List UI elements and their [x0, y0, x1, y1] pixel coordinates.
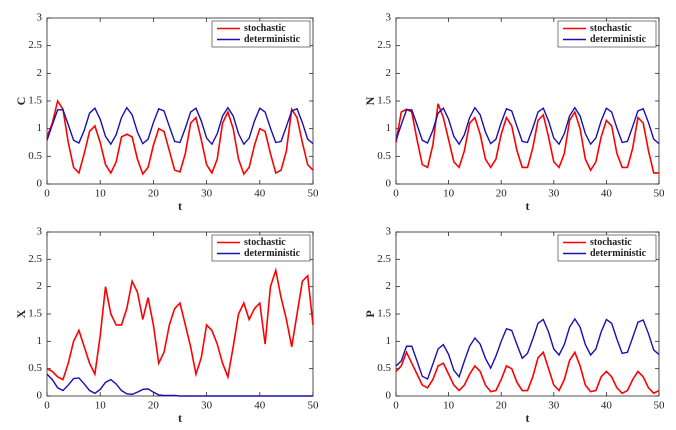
series-line — [395, 103, 659, 174]
x-tick-label: 20 — [148, 400, 160, 412]
x-tick-label: 40 — [254, 188, 266, 200]
x-tick-label: 30 — [548, 400, 560, 412]
y-tick-label: 3 — [37, 226, 43, 238]
y-tick-label: 0 — [37, 178, 43, 190]
x-tick-label: 0 — [44, 400, 50, 412]
x-tick-label: 40 — [601, 188, 613, 200]
series-line — [395, 106, 660, 146]
y-tick-label: 2 — [37, 280, 43, 292]
y-tick-label: 2 — [386, 280, 392, 292]
y-tick-label: 3 — [386, 12, 392, 24]
y-tick-label: 2 — [37, 67, 43, 79]
legend-label: deterministic — [590, 34, 647, 45]
series-line — [46, 267, 314, 381]
series-line — [46, 106, 314, 146]
y-tick-label: 1 — [386, 122, 392, 134]
series-line — [46, 98, 314, 176]
legend-label: stochastic — [244, 23, 286, 34]
series-line — [395, 350, 660, 395]
y-tick-label: 0 — [37, 390, 43, 402]
x-tick-label: 10 — [95, 400, 107, 412]
x-tick-label: 0 — [393, 188, 399, 200]
x-tick-label: 50 — [308, 400, 320, 412]
x-tick-label: 50 — [654, 400, 666, 412]
x-tick-label: 30 — [548, 188, 560, 200]
x-tick-label: 50 — [308, 188, 320, 200]
legend-label: deterministic — [590, 248, 647, 259]
legend-label: deterministic — [244, 34, 301, 45]
x-tick-label: 20 — [496, 188, 508, 200]
y-tick-label: 1.5 — [377, 95, 391, 107]
legend-label: stochastic — [590, 23, 632, 34]
x-axis-label: t — [178, 411, 182, 425]
y-tick-label: 3 — [37, 12, 43, 24]
x-tick-label: 50 — [654, 188, 666, 200]
x-tick-label: 20 — [148, 188, 160, 200]
y-tick-label: 0.5 — [377, 150, 391, 162]
y-tick-label: 0 — [386, 390, 392, 402]
y-axis-label: N — [363, 96, 377, 105]
legend-label: stochastic — [590, 237, 632, 248]
legend-box — [211, 20, 311, 48]
x-tick-label: 0 — [393, 400, 399, 412]
y-tick-label: 0 — [386, 178, 392, 190]
x-tick-label: 0 — [44, 188, 50, 200]
legend-label: deterministic — [244, 248, 301, 259]
y-tick-label: 2.5 — [28, 39, 42, 51]
y-axis-label: X — [14, 309, 28, 318]
legend-box — [557, 234, 657, 262]
y-tick-label: 0.5 — [377, 362, 391, 374]
x-tick-label: 10 — [443, 400, 455, 412]
y-tick-label: 1 — [386, 335, 392, 347]
series-line — [46, 373, 313, 397]
x-axis-label: t — [526, 411, 530, 425]
y-tick-label: 0.5 — [28, 362, 42, 374]
y-tick-label: 1.5 — [28, 95, 42, 107]
x-tick-label: 30 — [201, 400, 213, 412]
x-axis-label: t — [526, 199, 530, 213]
y-axis-label: P — [363, 310, 377, 317]
y-tick-label: 2.5 — [377, 39, 391, 51]
x-tick-label: 20 — [496, 400, 508, 412]
y-tick-label: 1.5 — [28, 308, 42, 320]
x-tick-label: 40 — [254, 400, 266, 412]
legend-box — [211, 234, 311, 262]
y-tick-label: 0.5 — [28, 150, 42, 162]
y-tick-label: 2 — [386, 67, 392, 79]
y-tick-label: 3 — [386, 226, 392, 238]
y-tick-label: 1 — [37, 335, 43, 347]
x-tick-label: 10 — [443, 188, 455, 200]
x-tick-label: 40 — [601, 400, 613, 412]
y-tick-label: 1 — [37, 122, 43, 134]
x-tick-label: 30 — [201, 188, 213, 200]
y-tick-label: 2.5 — [377, 253, 391, 265]
legend-box — [557, 20, 657, 48]
legend-label: stochastic — [244, 237, 286, 248]
series-line — [395, 317, 660, 381]
x-tick-label: 10 — [95, 188, 107, 200]
y-axis-label: C — [14, 97, 28, 106]
y-tick-label: 2.5 — [28, 253, 42, 265]
x-axis-label: t — [178, 199, 182, 213]
y-tick-label: 1.5 — [377, 308, 391, 320]
